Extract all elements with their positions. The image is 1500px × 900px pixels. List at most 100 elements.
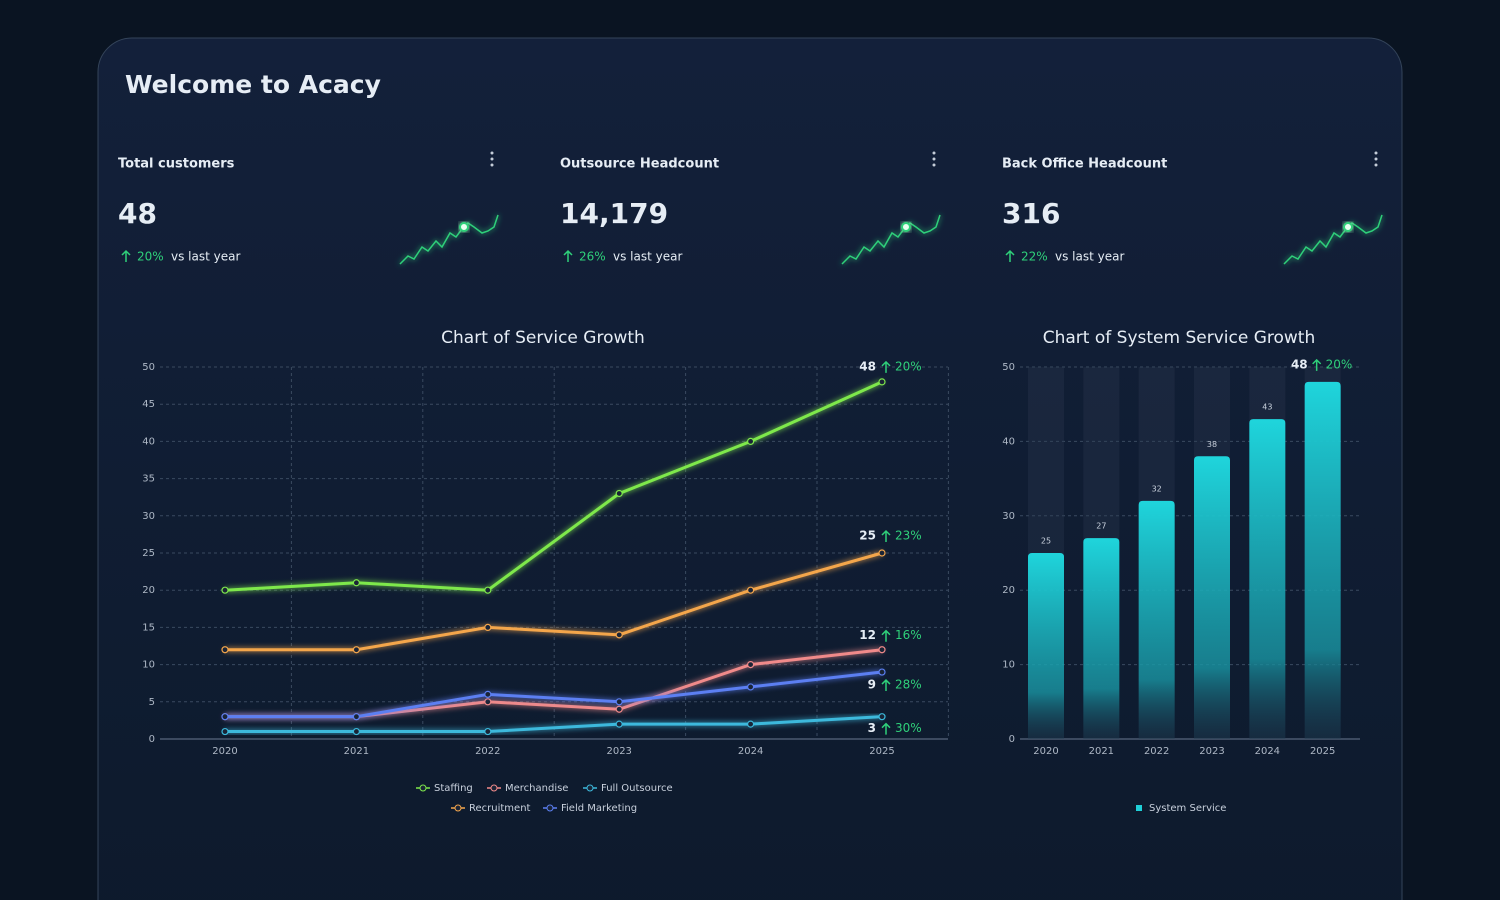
point — [352, 646, 360, 654]
legend-label: Field Marketing — [561, 803, 637, 814]
menu-button[interactable] — [490, 151, 494, 167]
point — [352, 579, 360, 587]
point — [878, 378, 886, 386]
card-value: 14,179 — [560, 197, 668, 230]
x-tick-label: 2025 — [869, 746, 894, 757]
bar — [1083, 538, 1120, 739]
point — [615, 698, 623, 706]
x-tick-label: 2020 — [1033, 746, 1058, 757]
point — [484, 727, 492, 736]
sparkline — [399, 214, 499, 265]
y-tick-label: 40 — [1002, 436, 1015, 447]
menu-dot — [1374, 157, 1378, 161]
legend-label: Merchandise — [505, 783, 568, 794]
up-arrow — [881, 360, 891, 373]
y-tick-label: 30 — [142, 511, 155, 522]
point — [746, 437, 755, 445]
up-arrow — [121, 249, 131, 262]
x-tick-label: 2024 — [738, 746, 763, 757]
legend-label: Recruitment — [469, 803, 531, 814]
y-tick-label: 20 — [142, 585, 155, 596]
y-tick-label: 35 — [142, 474, 155, 485]
x-tick-label: 2023 — [1199, 746, 1224, 757]
growth-label: 23% — [895, 529, 922, 543]
up-arrow — [1005, 249, 1015, 262]
bar — [1249, 419, 1286, 739]
menu-dot — [1374, 163, 1378, 167]
point — [221, 727, 229, 736]
sparkline — [1283, 214, 1383, 265]
legend-dot — [586, 784, 594, 792]
legend-label: System Service — [1149, 803, 1226, 814]
end-value-label: 48 — [1291, 357, 1308, 371]
bar — [1138, 500, 1175, 739]
menu-dot — [490, 151, 494, 155]
point — [878, 668, 886, 676]
line — [224, 380, 883, 592]
card-note: vs last year — [171, 250, 240, 264]
legend-swatch — [1136, 805, 1142, 811]
y-tick-label: 25 — [142, 548, 155, 559]
y-tick-label: 50 — [1002, 362, 1015, 373]
menu-button[interactable] — [932, 151, 936, 167]
growth-label: 30% — [895, 721, 922, 735]
menu-dot — [1374, 151, 1378, 155]
menu-dot — [932, 163, 936, 167]
page-title: Welcome to Acacy — [125, 70, 381, 99]
bar-value-label: 43 — [1262, 403, 1272, 412]
point — [221, 646, 229, 654]
chart-title: Chart of System Service Growth — [1043, 328, 1315, 348]
point — [484, 586, 492, 594]
card-title: Outsource Headcount — [560, 157, 719, 172]
end-value-label: 48 — [859, 359, 876, 373]
menu-button[interactable] — [1374, 151, 1378, 167]
point — [615, 705, 623, 713]
x-tick-label: 2025 — [1310, 746, 1335, 757]
point — [352, 713, 360, 721]
up-arrow — [881, 629, 891, 642]
legend-dot — [546, 804, 554, 812]
x-tick-label: 2021 — [344, 746, 369, 757]
legend-dot — [454, 804, 462, 812]
card-title: Back Office Headcount — [1002, 157, 1167, 172]
line — [225, 715, 883, 734]
x-tick-label: 2024 — [1255, 746, 1280, 757]
card-change: 26% — [579, 250, 606, 264]
point — [484, 698, 492, 706]
up-arrow — [563, 249, 573, 262]
growth-label: 20% — [895, 359, 922, 373]
card-note: vs last year — [1055, 250, 1124, 264]
y-tick-label: 10 — [1002, 660, 1015, 671]
end-value-label: 3 — [868, 721, 876, 735]
point — [484, 623, 492, 632]
point — [615, 720, 623, 728]
line — [225, 551, 883, 652]
chart-title: Chart of Service Growth — [441, 328, 645, 348]
sparkline-point — [459, 222, 469, 232]
y-tick-label: 30 — [1002, 511, 1015, 522]
sparkline-point — [901, 222, 911, 232]
point — [615, 489, 623, 498]
legend-label: Full Outsource — [601, 783, 673, 794]
bar-value-label: 25 — [1041, 537, 1051, 546]
card-change: 22% — [1021, 250, 1048, 264]
card-title: Total customers — [118, 157, 235, 172]
line — [225, 670, 883, 719]
up-arrow — [881, 678, 891, 692]
menu-dot — [932, 151, 936, 155]
y-tick-label: 45 — [142, 399, 155, 410]
legend-label: Staffing — [434, 783, 473, 794]
menu-dot — [932, 157, 936, 161]
end-value-label: 25 — [859, 529, 876, 543]
legend-dot — [490, 784, 498, 792]
y-tick-label: 5 — [149, 697, 155, 708]
growth-label: 28% — [895, 678, 922, 692]
bar — [1028, 553, 1064, 739]
menu-dot — [490, 157, 494, 161]
up-arrow — [881, 722, 891, 735]
y-tick-label: 15 — [142, 622, 155, 633]
point — [746, 683, 755, 691]
point — [746, 660, 755, 669]
bar-value-label: 27 — [1096, 522, 1106, 531]
point — [484, 690, 492, 698]
